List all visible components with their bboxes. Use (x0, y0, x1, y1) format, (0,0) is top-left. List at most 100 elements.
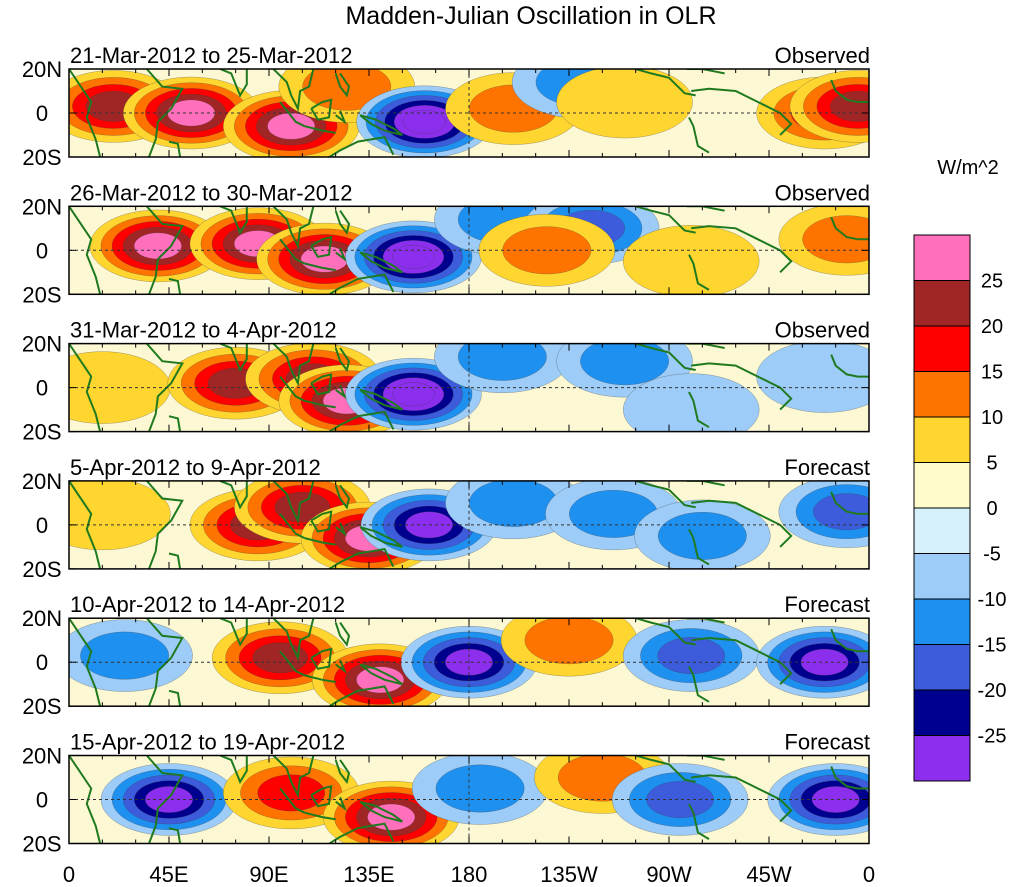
lon-tick-label: 0 (63, 862, 75, 887)
anomaly-contour-band (580, 343, 669, 386)
panels-group: 21-Mar-2012 to 25-Mar-2012 Observed 20N 0 20… (22, 43, 870, 857)
anomaly-blob (778, 480, 869, 548)
coastline (359, 526, 403, 548)
colorbar-swatch (913, 234, 971, 281)
anomaly-contour-band (80, 631, 169, 680)
coastline (279, 375, 306, 402)
anomaly-field (69, 755, 869, 844)
anomaly-contour-band (145, 786, 193, 813)
anomaly-contour-band (830, 91, 869, 122)
coastline (69, 755, 102, 844)
coastline (691, 499, 793, 548)
coastline (168, 415, 182, 432)
lat-tick-label: 20N (22, 469, 62, 494)
panel-5: 10-Apr-2012 to 14-Apr-2012 Forecast 20N 0 20… (22, 592, 870, 719)
colorbar-tick-label: 20 (981, 316, 1003, 338)
coastline (635, 206, 696, 234)
coastline (69, 69, 102, 157)
coastline (304, 537, 336, 546)
coastline (688, 391, 710, 429)
lat-tick-label: 0 (36, 788, 48, 813)
coastline (334, 759, 351, 785)
lat-tick-label: 20S (22, 282, 61, 307)
coastline (146, 343, 184, 432)
coastline (279, 650, 306, 677)
lat-tick-label: 20N (22, 606, 62, 631)
panel-3: 31-Mar-2012 to 4-Apr-2012 Observed 20N 0 20S (22, 318, 870, 445)
colorbar-tick-label: -20 (978, 680, 1007, 702)
lat-tick-label: 20N (22, 57, 62, 82)
panel-date-label: 15-Apr-2012 to 19-Apr-2012 (70, 730, 345, 755)
anomaly-blob (767, 763, 869, 836)
lat-tick-label: 0 (36, 513, 48, 538)
coastline (334, 622, 351, 647)
lon-tick-label: 135E (343, 862, 394, 887)
coastline (279, 238, 306, 265)
coastline (691, 774, 793, 823)
panel-date-label: 31-Mar-2012 to 4-Apr-2012 (70, 318, 337, 343)
panel-date-label: 26-Mar-2012 to 30-Mar-2012 (70, 180, 352, 205)
colorbar-tick-label: -25 (978, 726, 1007, 748)
coastline (219, 755, 248, 785)
lon-tick-label: 180 (451, 862, 488, 887)
lat-tick-label: 20N (22, 194, 62, 219)
coastline (686, 206, 725, 212)
anomaly-contour-band (802, 215, 869, 264)
coastline (327, 273, 395, 295)
colorbar-swatch (913, 280, 971, 327)
coastline (688, 116, 710, 154)
colorbar-swatch (913, 735, 971, 782)
anomaly-contour-band (356, 666, 405, 694)
anomaly-contour-band (813, 493, 869, 531)
anomaly-blob (89, 209, 227, 283)
coastline (219, 343, 248, 373)
anomaly-contour-band (556, 69, 693, 139)
coastline (688, 528, 710, 566)
coastline (219, 618, 248, 647)
anomaly-contour-band (469, 480, 558, 527)
coastline (359, 663, 403, 686)
anomaly-blob (756, 343, 869, 413)
panel-kind-label: Forecast (784, 455, 870, 480)
coastline (691, 362, 793, 411)
anomaly-blob (69, 619, 193, 692)
lat-tick-label: 0 (36, 376, 48, 401)
anomaly-blob (778, 206, 869, 276)
coastline (830, 628, 869, 653)
anomaly-contour-band (524, 618, 614, 665)
coastline (146, 618, 184, 707)
anomaly-contour-band (257, 774, 325, 812)
coastline (310, 373, 333, 396)
anomaly-contour-band (133, 232, 182, 260)
coastline (168, 552, 182, 569)
anomaly-blob (756, 626, 869, 699)
anomaly-contour-band (69, 480, 171, 551)
coastline (335, 247, 347, 263)
colorbar-swatch (913, 416, 971, 463)
coastline (830, 216, 869, 241)
chart-title: Madden-Julian Oscillation in OLR (345, 2, 716, 30)
lat-tick-label: 20N (22, 744, 62, 769)
panel-kind-label: Observed (775, 318, 870, 343)
lat-tick-label: 0 (36, 238, 48, 263)
coastline (69, 343, 102, 432)
anomaly-blob (434, 343, 571, 393)
coastline (146, 480, 184, 569)
colorbar: W/m^2 25 20 15 10 5 0 -5 -10 -15 -20 -25 (913, 157, 1007, 782)
coastline (335, 385, 347, 400)
coastline (688, 666, 710, 703)
lon-tick-label: 90E (249, 862, 288, 887)
anomaly-blob (478, 214, 615, 287)
coastline (219, 480, 248, 510)
anomaly-contour-band (811, 786, 860, 813)
colorbar-swatch (913, 371, 971, 418)
colorbar-swatch (913, 507, 971, 554)
anomaly-blob (611, 763, 749, 836)
coastline (146, 206, 184, 295)
coastline (272, 618, 315, 662)
panel-kind-label: Forecast (784, 730, 870, 755)
coastline (146, 755, 184, 844)
coastline (219, 69, 248, 98)
lat-tick-label: 20N (22, 332, 62, 357)
colorbar-swatch (913, 644, 971, 691)
